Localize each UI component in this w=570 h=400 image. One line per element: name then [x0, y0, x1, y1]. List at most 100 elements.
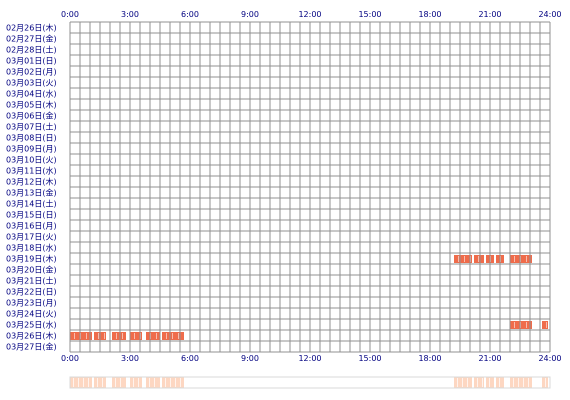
row-label: 02月27日(金) — [6, 34, 57, 44]
summary-bar — [94, 377, 106, 388]
summary-strip-frame — [69, 376, 551, 389]
activity-bar-stripe — [116, 333, 117, 339]
summary-bar-stripe — [97, 378, 98, 387]
x-tick-label-bottom: 15:00 — [358, 354, 381, 363]
x-tick-label-bottom: 3:00 — [121, 354, 139, 363]
row-label: 03月13日(金) — [6, 188, 57, 198]
summary-bar-stripe — [545, 378, 546, 387]
activity-bar-stripe — [526, 322, 527, 328]
summary-bar-stripe — [102, 378, 103, 387]
row-label: 03月25日(水) — [6, 320, 57, 330]
row-label: 03月24日(火) — [6, 310, 57, 319]
row-label: 03月10日(火) — [6, 156, 57, 165]
row-label: 03月11日(水) — [6, 166, 57, 176]
activity-bar-stripe — [74, 333, 75, 339]
row-label: 03月20日(金) — [6, 265, 57, 275]
summary-bar — [146, 377, 160, 388]
summary-bar-stripe — [83, 378, 84, 387]
x-tick-label-top: 21:00 — [478, 10, 501, 19]
row-label: 03月01日(日) — [6, 57, 57, 66]
row-label: 03月08日(日) — [6, 134, 57, 143]
summary-bar-stripe — [457, 378, 458, 387]
summary-bar-stripe — [467, 378, 468, 387]
summary-bar — [70, 377, 92, 388]
activity-bar-stripe — [178, 333, 179, 339]
row-label: 02月26日(木) — [6, 23, 57, 33]
activity-bar-stripe — [514, 256, 515, 262]
activity-bar-stripe — [464, 256, 465, 262]
x-tick-label-top: 3:00 — [121, 10, 139, 19]
row-label: 03月22日(日) — [6, 288, 57, 297]
activity-bar-stripe — [122, 333, 123, 339]
row-label: 03月05日(木) — [6, 100, 57, 110]
summary-bar-stripe — [523, 378, 524, 387]
row-label: 02月28日(土) — [6, 45, 57, 55]
summary-bar — [130, 377, 142, 388]
summary-bar-stripe — [482, 378, 483, 387]
row-label: 03月14日(土) — [6, 199, 57, 209]
activity-bar-stripe — [478, 256, 479, 262]
x-tick-label-bottom: 21:00 — [478, 354, 501, 363]
activity-bar-stripe — [134, 333, 135, 339]
x-tick-label-bottom: 18:00 — [418, 354, 441, 363]
activity-bar-stripe — [104, 333, 105, 339]
summary-bar-stripe — [170, 378, 171, 387]
row-label: 03月04日(水) — [6, 89, 57, 99]
row-label: 03月02日(月) — [6, 68, 57, 77]
row-label: 03月27日(金) — [6, 342, 57, 352]
row-label: 03月19日(木) — [6, 254, 57, 264]
activity-bar-stripe — [546, 322, 547, 328]
activity-bar — [130, 332, 142, 340]
x-tick-label-bottom: 0:00 — [61, 354, 79, 363]
activity-bar-stripe — [526, 256, 527, 262]
activity-bar-stripe — [86, 333, 87, 339]
summary-bar-stripe — [138, 378, 139, 387]
x-tick-label-top: 15:00 — [358, 10, 381, 19]
x-tick-label-bottom: 12:00 — [298, 354, 321, 363]
x-tick-label-top: 0:00 — [61, 10, 79, 19]
row-label: 03月18日(水) — [6, 243, 57, 253]
activity-bar — [112, 332, 126, 340]
row-label: 03月12日(木) — [6, 177, 57, 187]
row-label: 03月07日(土) — [6, 122, 57, 132]
x-tick-label-bottom: 6:00 — [181, 354, 199, 363]
summary-bar-stripe — [489, 378, 490, 387]
summary-bar-stripe — [499, 378, 500, 387]
row-label: 03月16日(月) — [6, 222, 57, 231]
summary-bar-stripe — [149, 378, 150, 387]
activity-bar-stripe — [458, 256, 459, 262]
activity-bar — [146, 332, 160, 340]
row-label: 03月17日(火) — [6, 233, 57, 242]
summary-bar — [112, 377, 126, 388]
activity-bar-stripe — [514, 322, 515, 328]
summary-bar-stripe — [513, 378, 514, 387]
x-tick-label-top: 6:00 — [181, 10, 199, 19]
row-label: 03月06日(金) — [6, 111, 57, 121]
summary-bar-stripe — [165, 378, 166, 387]
x-tick-label-bottom: 24:00 — [538, 354, 561, 363]
activity-bar — [454, 255, 472, 263]
summary-bar — [162, 377, 184, 388]
summary-bar-stripe — [518, 378, 519, 387]
row-label: 03月23日(月) — [6, 299, 57, 308]
summary-bar-stripe — [120, 378, 121, 387]
row-label: 03月15日(日) — [6, 211, 57, 220]
activity-bar-stripe — [98, 333, 99, 339]
x-tick-label-top: 18:00 — [418, 10, 441, 19]
activity-bar-stripe — [156, 333, 157, 339]
summary-bar-stripe — [462, 378, 463, 387]
activity-bar-stripe — [172, 333, 173, 339]
row-label: 03月09日(月) — [6, 145, 57, 154]
summary-bar-stripe — [115, 378, 116, 387]
summary-bar-stripe — [133, 378, 134, 387]
summary-bar — [510, 377, 532, 388]
summary-bar-stripe — [73, 378, 74, 387]
x-tick-label-top: 24:00 — [538, 10, 561, 19]
x-tick-label-bottom: 9:00 — [241, 354, 259, 363]
activity-bar-stripe — [166, 333, 167, 339]
x-tick-label-top: 12:00 — [298, 10, 321, 19]
summary-bar-stripe — [78, 378, 79, 387]
summary-bar-stripe — [477, 378, 478, 387]
summary-bar-stripe — [528, 378, 529, 387]
